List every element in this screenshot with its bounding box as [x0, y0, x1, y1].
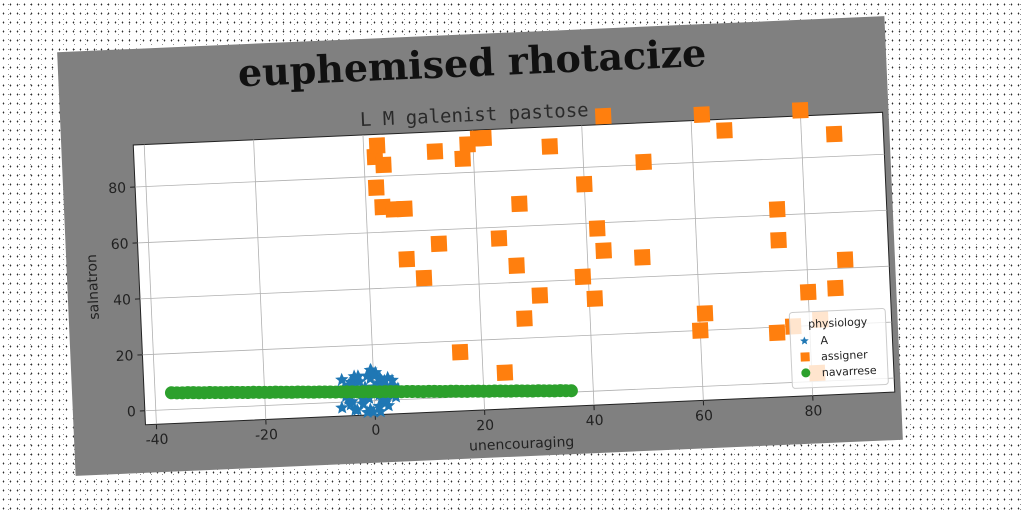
point-A — [385, 373, 399, 387]
y-tick-label: 20 — [115, 348, 134, 365]
point-assigner — [451, 343, 469, 361]
point-assigner — [430, 235, 448, 253]
legend-marker-A — [800, 336, 809, 345]
x-tick-label: -20 — [255, 427, 279, 444]
point-assigner — [836, 251, 854, 269]
point-assigner — [375, 156, 392, 174]
point-A — [335, 372, 349, 386]
point-A — [381, 398, 396, 412]
point-assigner — [716, 122, 733, 139]
legend-box — [788, 308, 889, 389]
point-A — [356, 397, 370, 410]
point-assigner — [588, 220, 606, 237]
x-tick-label: 40 — [585, 413, 604, 430]
point-assigner — [574, 268, 592, 286]
point-assigner — [825, 125, 843, 143]
point-assigner — [541, 138, 559, 155]
point-A — [381, 370, 395, 384]
point-assigner — [594, 107, 612, 125]
point-assigner — [799, 283, 817, 301]
x-tick-label: -40 — [145, 432, 169, 449]
point-assigner — [768, 201, 786, 218]
point-assigner — [490, 230, 508, 247]
point-assigner — [516, 310, 533, 327]
point-assigner — [586, 290, 604, 307]
point-assigner — [691, 322, 709, 339]
point-A — [348, 403, 362, 416]
point-A — [352, 374, 367, 388]
y-tick-label: 60 — [110, 236, 129, 253]
x-tick-label: 80 — [804, 403, 823, 420]
point-assigner — [511, 195, 528, 213]
y-gridline — [139, 265, 890, 300]
point-A — [377, 373, 392, 387]
point-assigner — [635, 153, 652, 171]
point-A — [379, 393, 394, 407]
y-tick-label: 0 — [127, 404, 137, 420]
point-assigner — [396, 200, 413, 218]
y-gridline — [135, 153, 885, 188]
y-tick-label: 80 — [108, 180, 127, 197]
point-A — [341, 392, 355, 405]
point-A — [363, 402, 378, 416]
point-A — [373, 404, 388, 418]
point-A — [360, 405, 374, 419]
point-assigner — [791, 101, 809, 119]
y-axis-label: salnatron — [84, 254, 103, 320]
point-assigner — [475, 129, 493, 147]
x-tick-label: 60 — [695, 408, 714, 425]
x-gridline — [253, 139, 267, 420]
point-assigner — [575, 175, 593, 193]
x-axis-label: unencouraging — [469, 434, 575, 455]
point-A — [351, 369, 365, 383]
point-A — [366, 368, 381, 382]
x-tick-label: 20 — [476, 418, 495, 435]
scatter-plot: -40 -20 0 20 40 60 80 0 20 40 60 80 unencouraging sal… — [84, 101, 896, 455]
legend-marker-assigner — [800, 352, 810, 362]
point-A — [372, 399, 386, 413]
chart-figure: euphemised rhotacize L M galenist pastos… — [57, 16, 903, 476]
legend-label-navarrese: navarrese — [822, 364, 878, 379]
point-A — [335, 400, 349, 414]
x-gridline — [471, 130, 485, 410]
x-tick-label: 0 — [371, 423, 381, 439]
point-assigner — [633, 248, 651, 266]
point-assigner — [368, 137, 386, 154]
legend-title: physiology — [808, 315, 868, 331]
legend-label-A: A — [820, 334, 829, 347]
point-assigner — [398, 250, 416, 268]
point-assigner — [770, 231, 787, 249]
x-gridline — [690, 120, 704, 401]
legend-label-assigner: assigner — [821, 348, 869, 363]
y-gridline — [137, 209, 887, 244]
point-assigner — [768, 324, 786, 342]
legend-marker-navarrese — [801, 368, 811, 378]
point-assigner — [595, 242, 612, 259]
point-assigner — [508, 257, 525, 274]
point-assigner — [827, 279, 844, 297]
point-assigner — [426, 143, 444, 160]
point-assigner — [367, 179, 385, 197]
point-assigner — [454, 150, 471, 168]
x-gridline — [143, 144, 157, 425]
point-assigner — [496, 364, 514, 381]
point-assigner — [531, 287, 549, 304]
y-gridline — [142, 321, 892, 356]
point-assigner — [415, 269, 433, 287]
point-navarrese — [564, 384, 578, 398]
point-assigner — [693, 106, 711, 123]
point-assigner — [696, 305, 714, 322]
x-gridline — [581, 125, 595, 406]
y-tick-label: 40 — [113, 292, 132, 309]
